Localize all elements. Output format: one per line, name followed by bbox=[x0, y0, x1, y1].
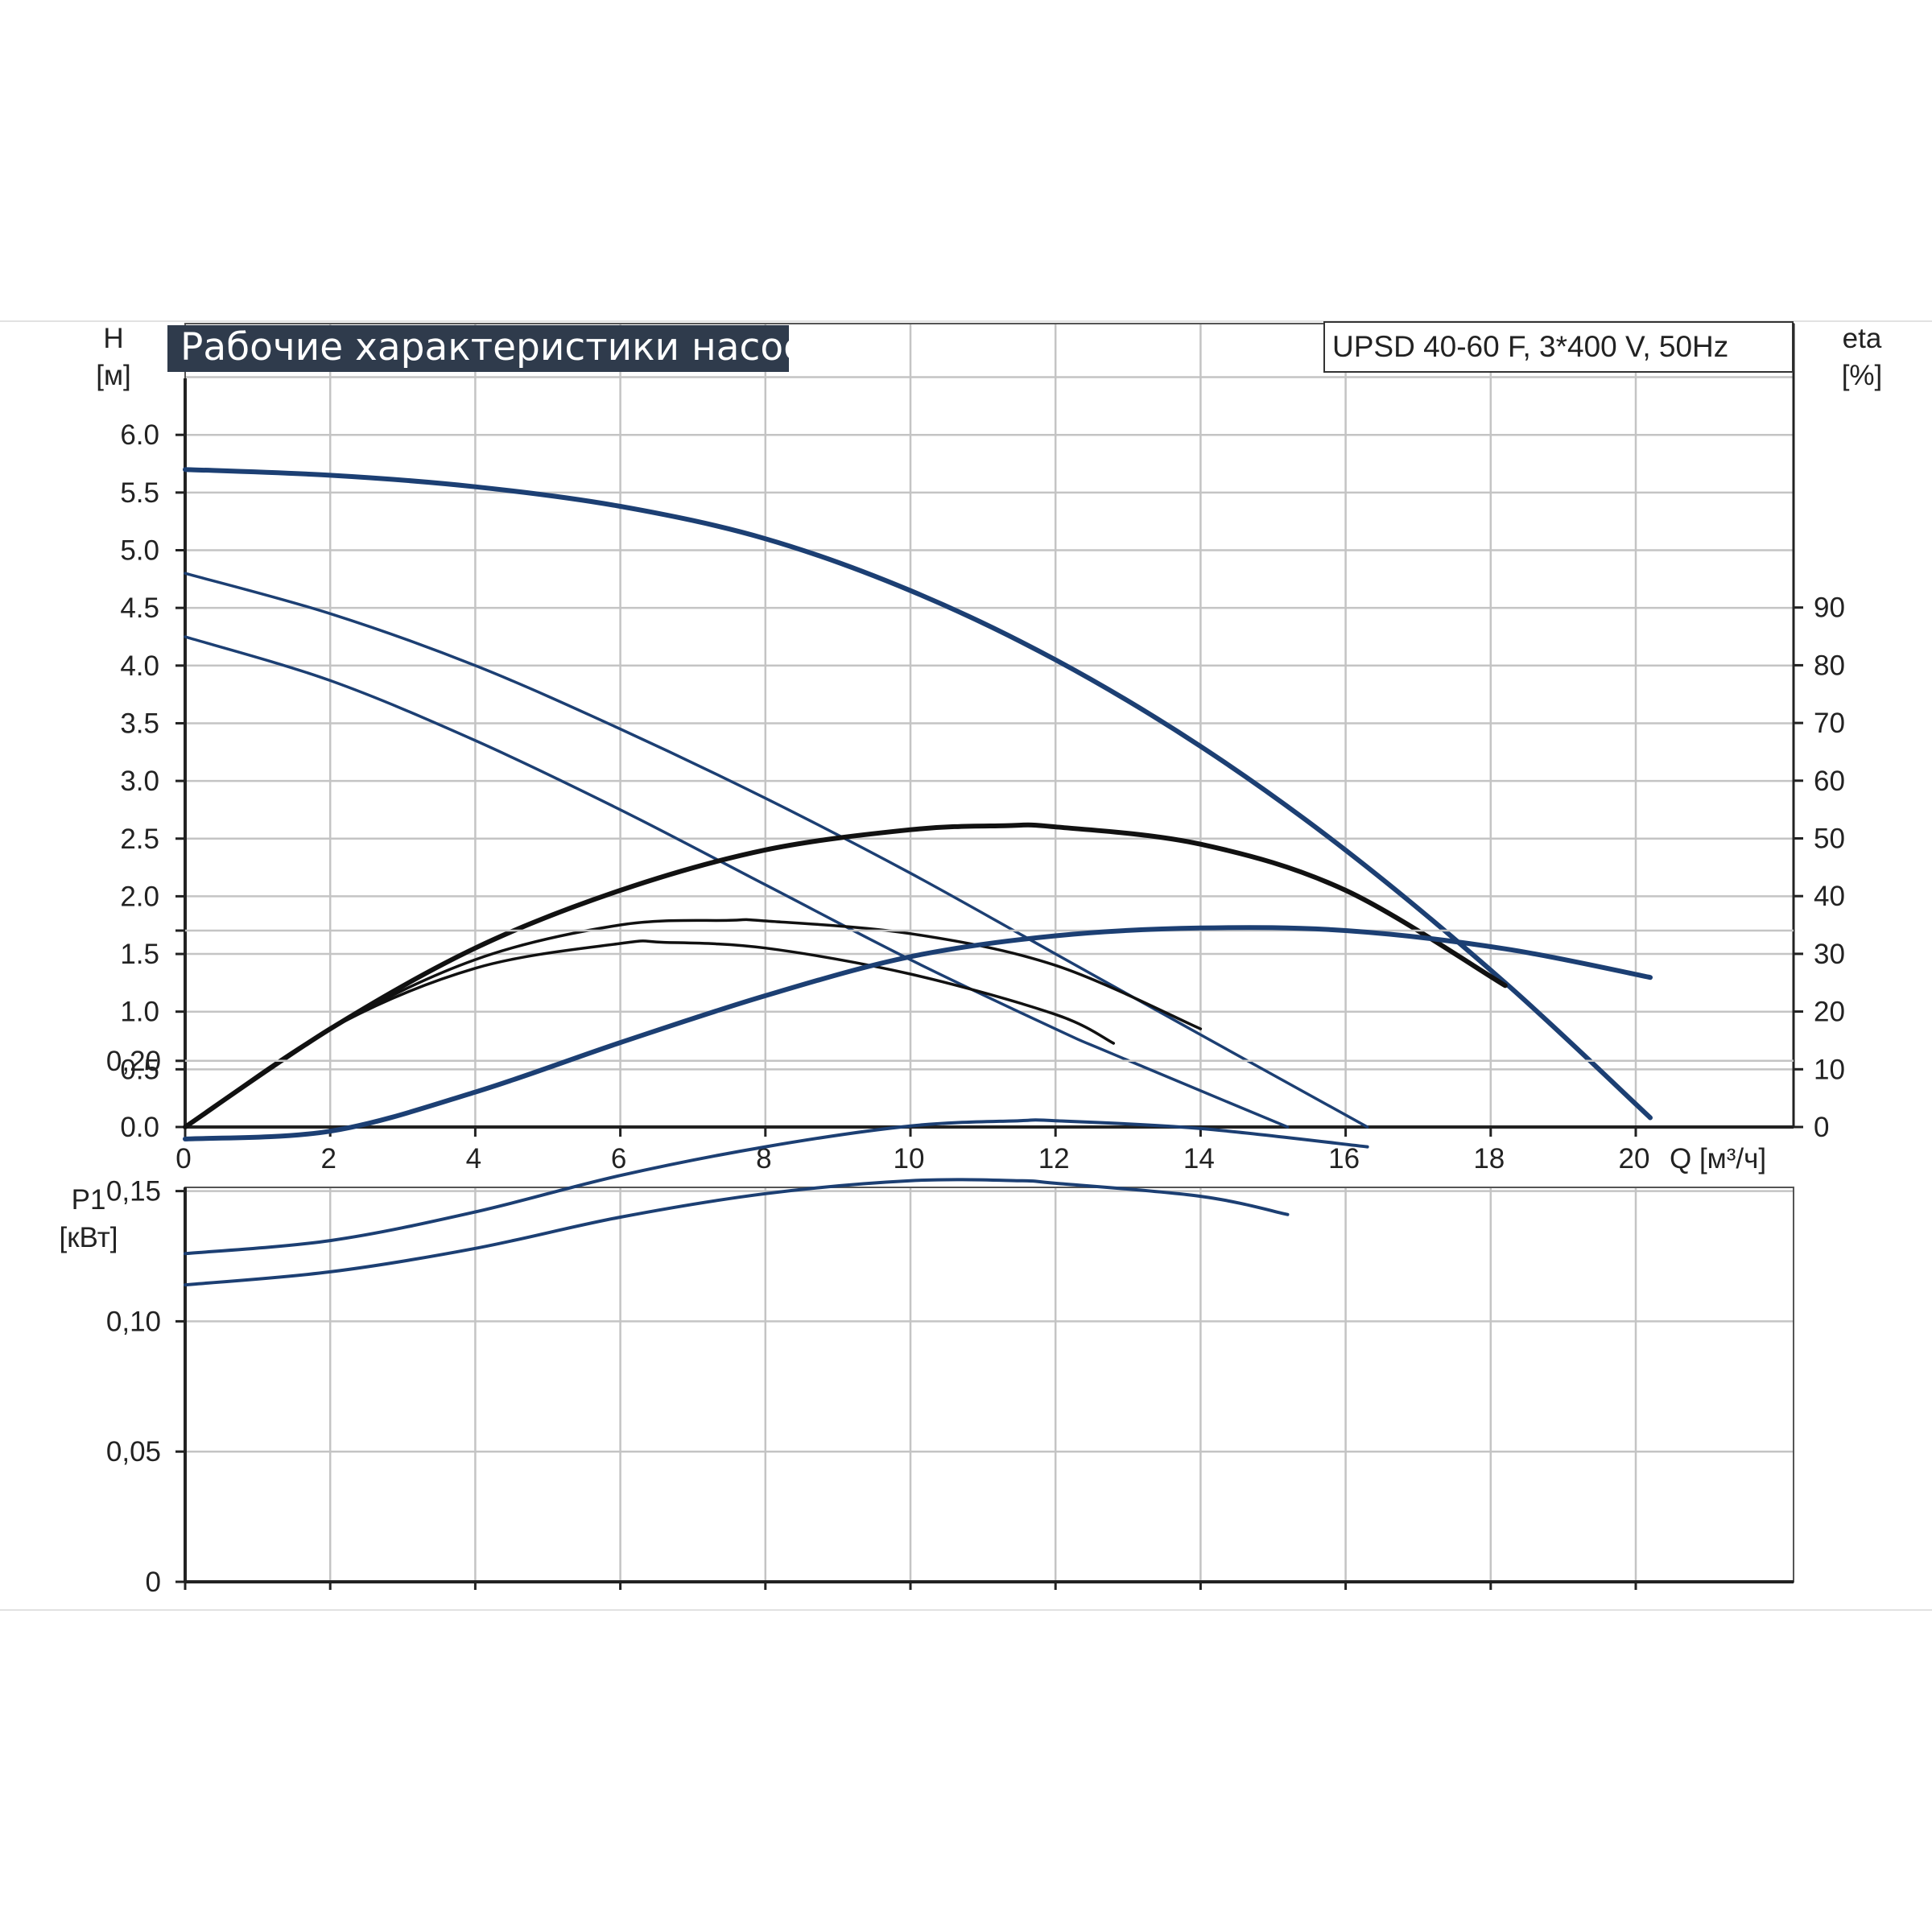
head-tick-label: 0.0 bbox=[120, 1112, 159, 1143]
head-tick-label: 4.0 bbox=[120, 650, 159, 682]
power-axis-unit: [кВт] bbox=[60, 1222, 118, 1253]
head-axis-unit: [м] bbox=[96, 360, 131, 391]
head-tick-label: 3.0 bbox=[120, 766, 159, 797]
eta-tick-label: 40 bbox=[1814, 881, 1845, 912]
flow-tick-label: 10 bbox=[894, 1143, 925, 1174]
head-curve bbox=[184, 572, 1369, 1129]
eta-axis-unit: [%] bbox=[1842, 360, 1883, 391]
eta-tick-label: 30 bbox=[1814, 939, 1845, 970]
power-curve bbox=[183, 925, 1653, 1141]
eta-tick-label: 10 bbox=[1814, 1054, 1845, 1085]
power-tick-label: 0,15 bbox=[106, 1176, 161, 1208]
power-curve bbox=[184, 1178, 1290, 1287]
flow-tick-label: 18 bbox=[1473, 1143, 1505, 1174]
power-plot-frame bbox=[184, 1187, 1794, 1583]
head-axis-ticks: 0.0 0.5 1.0 1.5 2.0 2.5 3.0 3.5 4.0 4.5 5.0 5.5 6.0 0… bbox=[120, 419, 1845, 1174]
head-tick-label: 4.5 bbox=[120, 592, 159, 624]
flow-tick-label: 20 bbox=[1619, 1143, 1650, 1174]
eta-tick-label: 0 bbox=[1814, 1112, 1829, 1143]
head-efficiency-panel: 0.0 0.5 1.0 1.5 2.0 2.5 3.0 3.5 4.0 4.5 5.0 5.5 6.0 0… bbox=[96, 321, 1883, 1174]
head-tick-label: 6.0 bbox=[120, 419, 159, 451]
flow-tick-label: 0 bbox=[175, 1143, 191, 1174]
efficiency-curve bbox=[183, 822, 1508, 1129]
head-curve bbox=[183, 467, 1653, 1121]
head-tick-label: 2.5 bbox=[120, 824, 159, 855]
head-tick-label: 0.5 bbox=[120, 1054, 159, 1085]
eta-tick-label: 60 bbox=[1814, 766, 1845, 797]
flow-tick-label: 4 bbox=[466, 1143, 481, 1174]
power-tick-label: 0 bbox=[146, 1567, 161, 1598]
flow-tick-label: 16 bbox=[1328, 1143, 1360, 1174]
power-tick-label: 0,05 bbox=[106, 1436, 161, 1468]
efficiency-curve bbox=[184, 939, 1116, 1129]
flow-tick-label: 6 bbox=[611, 1143, 626, 1174]
power-grid bbox=[185, 929, 1794, 1582]
eta-tick-label: 20 bbox=[1814, 997, 1845, 1028]
flow-tick-label: 12 bbox=[1038, 1143, 1070, 1174]
head-tick-label: 1.0 bbox=[120, 997, 159, 1028]
flow-tick-label: 14 bbox=[1183, 1143, 1215, 1174]
model-label: UPSD 40-60 F, 3*400 V, 50Hz bbox=[1332, 330, 1728, 363]
eta-tick-label: 80 bbox=[1814, 650, 1845, 681]
eta-tick-label: 70 bbox=[1814, 708, 1845, 739]
flow-axis-label: Q [м³/ч] bbox=[1670, 1143, 1766, 1174]
eta-axis-name: eta bbox=[1843, 323, 1882, 354]
model-label-box bbox=[1323, 321, 1794, 373]
power-axis-ticks: 0 0,05 0,10 0,15 0,20 bbox=[106, 929, 1637, 1598]
head-tick-label: 5.5 bbox=[120, 477, 159, 509]
eta-tick-label: 90 bbox=[1814, 592, 1845, 624]
power-tick-label: 0,20 bbox=[106, 1046, 161, 1077]
head-tick-label: 2.0 bbox=[120, 881, 159, 912]
flow-tick-label: 2 bbox=[320, 1143, 336, 1174]
head-plot-frame bbox=[184, 323, 1794, 1128]
head-tick-label: 3.5 bbox=[120, 708, 159, 739]
head-grid bbox=[185, 324, 1794, 1127]
power-curve bbox=[184, 1118, 1369, 1256]
eta-tick-label: 50 bbox=[1814, 824, 1845, 855]
head-efficiency-curves bbox=[183, 467, 1653, 1129]
power-tick-label: 0,10 bbox=[106, 1306, 161, 1337]
power-panel: 0 0,05 0,10 0,15 0,20 P1 [кВт] bbox=[60, 925, 1794, 1598]
chart-title: Рабочие характеристики насоса bbox=[180, 325, 828, 369]
head-axis-name: H bbox=[103, 323, 123, 354]
head-tick-label: 1.5 bbox=[120, 939, 159, 970]
power-axis-name: P1 bbox=[72, 1184, 106, 1216]
head-curve bbox=[184, 635, 1290, 1129]
power-curves bbox=[183, 925, 1653, 1287]
flow-tick-label: 8 bbox=[756, 1143, 771, 1174]
head-tick-label: 5.0 bbox=[120, 535, 159, 567]
chart-title-box bbox=[167, 325, 789, 372]
